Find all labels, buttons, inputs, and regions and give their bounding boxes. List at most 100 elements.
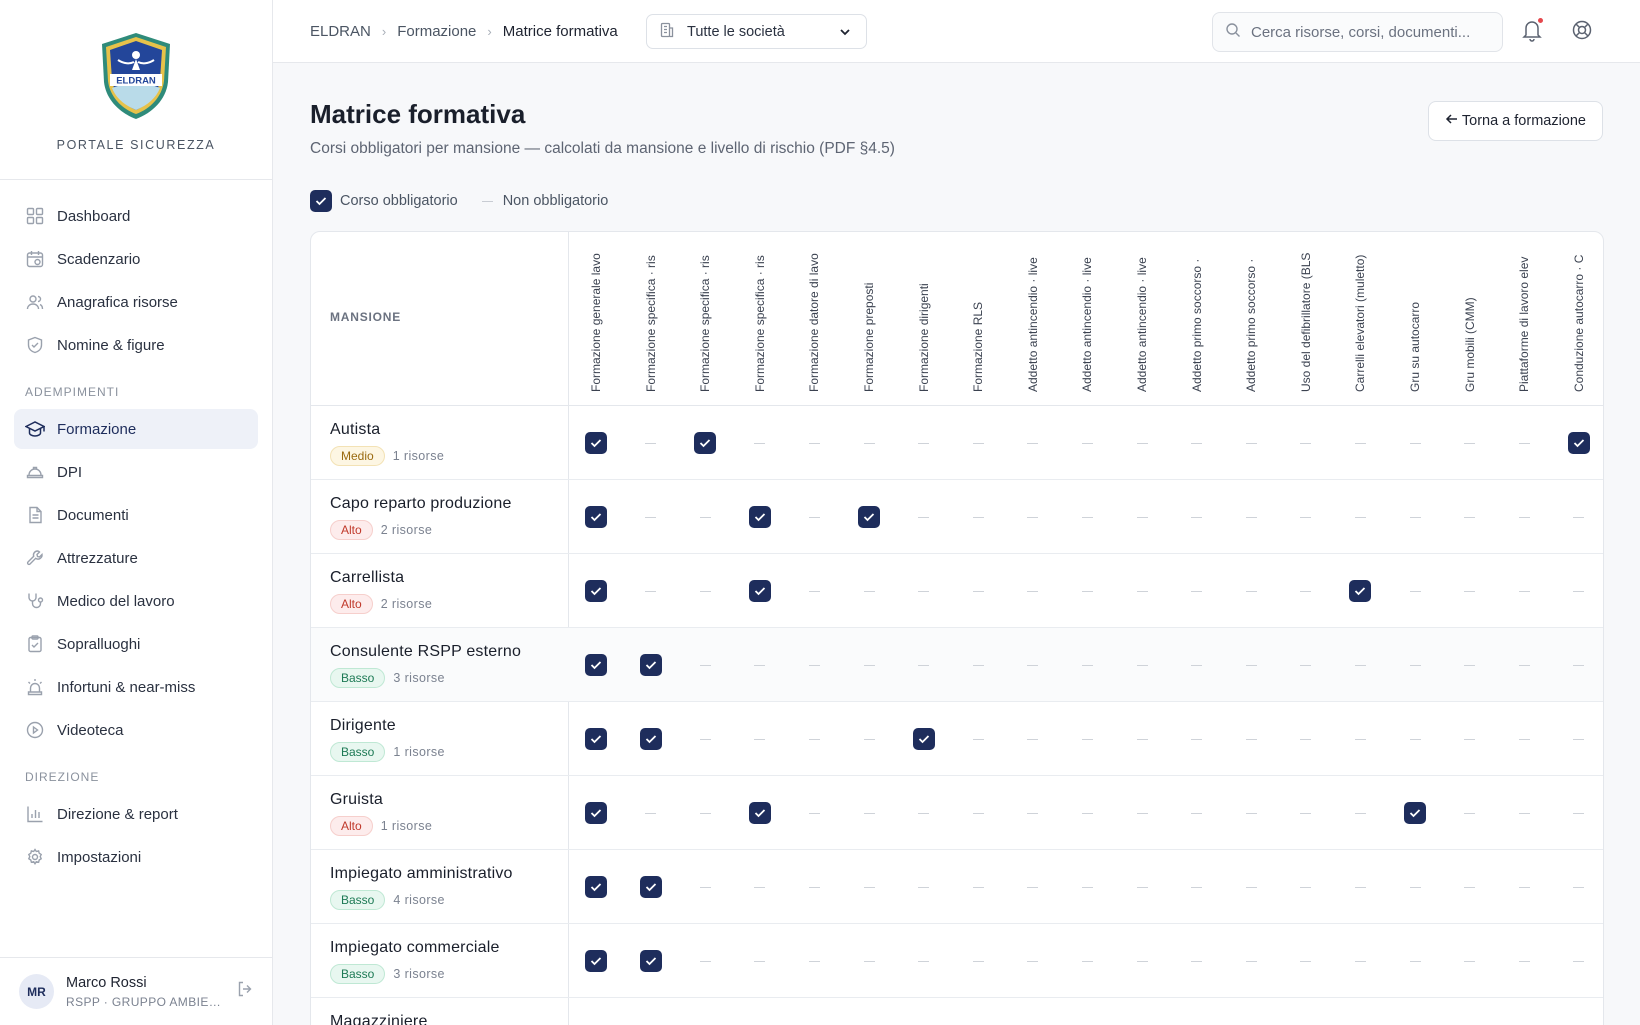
dash-icon xyxy=(1136,664,1148,666)
nav-item-medico[interactable]: Medico del lavoro xyxy=(14,581,258,621)
not-required-cell xyxy=(951,480,1005,554)
role-name: Dirigente xyxy=(330,717,396,734)
dash-icon xyxy=(863,442,875,444)
logout-icon[interactable] xyxy=(236,980,254,1003)
dash-icon xyxy=(1136,590,1148,592)
nav-label: Formazione xyxy=(57,420,137,438)
dash-icon xyxy=(1027,516,1039,518)
resource-count: 1 risorse xyxy=(393,745,445,759)
dash-icon xyxy=(1081,886,1093,888)
company-select[interactable]: Tutte le società xyxy=(646,14,867,49)
dash-icon xyxy=(1191,664,1203,666)
role-meta: Alto 1 risorse xyxy=(330,816,432,836)
nav-item-dpi[interactable]: DPI xyxy=(14,452,258,492)
required-cell xyxy=(569,776,623,850)
not-required-cell xyxy=(1224,924,1278,998)
nav-item-anagrafica[interactable]: Anagrafica risorse xyxy=(14,282,258,322)
check-icon xyxy=(748,580,771,602)
required-cell xyxy=(569,628,623,702)
nav-item-direzione[interactable]: Direzione & report xyxy=(14,794,258,834)
dash-icon xyxy=(1136,442,1148,444)
dash-icon xyxy=(645,590,657,592)
not-required-cell xyxy=(1224,406,1278,480)
dash-icon xyxy=(1409,886,1421,888)
dash-icon xyxy=(863,664,875,666)
not-required-cell xyxy=(1006,702,1060,776)
avatar[interactable]: MR xyxy=(19,974,54,1009)
not-required-cell xyxy=(678,480,732,554)
not-required-cell xyxy=(678,702,732,776)
breadcrumb-item[interactable]: ELDRAN xyxy=(310,23,371,40)
nav-item-documenti[interactable]: Documenti xyxy=(14,495,258,535)
not-required-cell xyxy=(1333,628,1387,702)
user-panel: MR Marco Rossi RSPP · GRUPPO AMBIENTE xyxy=(0,957,272,1025)
dash-icon xyxy=(1300,960,1312,962)
not-required-cell xyxy=(1006,554,1060,628)
not-required-cell xyxy=(1388,702,1442,776)
nav-item-sopralluoghi[interactable]: Sopralluoghi xyxy=(14,624,258,664)
course-column-header: Formazione specifica · ris xyxy=(678,232,732,406)
nav-item-scadenzario[interactable]: Scadenzario xyxy=(14,239,258,279)
dash-icon xyxy=(1300,812,1312,814)
not-required-cell xyxy=(624,480,678,554)
dash-icon xyxy=(808,590,820,592)
not-required-cell xyxy=(1115,406,1169,480)
not-required-cell xyxy=(1333,776,1387,850)
notifications-button[interactable] xyxy=(1521,17,1544,47)
not-required-cell xyxy=(1443,406,1497,480)
check-icon xyxy=(585,728,607,750)
page-title: Matrice formativa xyxy=(310,99,526,129)
nav-item-formazione[interactable]: Formazione xyxy=(14,409,258,449)
not-required-cell xyxy=(1170,924,1224,998)
not-required-cell xyxy=(842,554,896,628)
user-role: RSPP · GRUPPO AMBIENTE xyxy=(66,994,226,1009)
course-column-header: Carrelli elevatori (muletto) xyxy=(1333,232,1387,406)
dash-icon xyxy=(1136,812,1148,814)
nav-item-infortuni[interactable]: Infortuni & near-miss xyxy=(14,667,258,707)
not-required-cell xyxy=(1497,702,1551,776)
not-required-cell xyxy=(1497,406,1551,480)
not-required-cell xyxy=(1170,776,1224,850)
not-required-cell xyxy=(1006,850,1060,924)
help-button[interactable] xyxy=(1571,19,1593,46)
dash-icon xyxy=(1027,590,1039,592)
not-required-cell xyxy=(678,850,732,924)
nav-item-videoteca[interactable]: Videoteca xyxy=(14,710,258,750)
nav-item-impostazioni[interactable]: Impostazioni xyxy=(14,837,258,877)
required-cell xyxy=(624,924,678,998)
check-icon xyxy=(858,506,880,528)
dash-icon xyxy=(1573,590,1585,592)
not-required-cell xyxy=(1060,702,1114,776)
matrix-header-label: MANSIONE xyxy=(330,310,402,324)
search-input[interactable] xyxy=(1251,23,1491,41)
nav-item-attrezzature[interactable]: Attrezzature xyxy=(14,538,258,578)
dash-icon xyxy=(1300,886,1312,888)
eldran-logo[interactable]: ELDRAN xyxy=(96,30,176,122)
dash-icon xyxy=(1300,590,1312,592)
not-required-cell xyxy=(951,628,1005,702)
not-required-cell xyxy=(951,702,1005,776)
not-required-cell xyxy=(842,628,896,702)
breadcrumb-item[interactable]: Formazione xyxy=(397,23,477,40)
not-required-cell xyxy=(787,776,841,850)
nav-item-nomine[interactable]: Nomine & figure xyxy=(14,325,258,365)
required-cell xyxy=(842,480,896,554)
play-icon xyxy=(25,720,45,740)
dash-icon xyxy=(1027,738,1039,740)
not-required-cell xyxy=(1115,628,1169,702)
not-required-cell xyxy=(842,850,896,924)
not-required-cell xyxy=(1224,480,1278,554)
role-name: Magazziniere xyxy=(330,1013,428,1025)
course-name: Carrelli elevatori (muletto) xyxy=(1353,254,1368,392)
nav-label: Videoteca xyxy=(57,721,124,739)
not-required-cell xyxy=(1006,924,1060,998)
not-required-cell xyxy=(1388,628,1442,702)
dash-icon xyxy=(1191,442,1203,444)
training-matrix: MANSIONE Formazione generale lavo Formazi… xyxy=(310,231,1604,1025)
not-required-cell xyxy=(1170,554,1224,628)
course-name: Formazione RLS xyxy=(971,301,986,392)
not-required-cell xyxy=(897,776,951,850)
not-required-cell xyxy=(787,850,841,924)
back-to-formazione-button[interactable]: Torna a formazione xyxy=(1427,101,1603,141)
nav-item-dashboard[interactable]: Dashboard xyxy=(14,196,258,236)
